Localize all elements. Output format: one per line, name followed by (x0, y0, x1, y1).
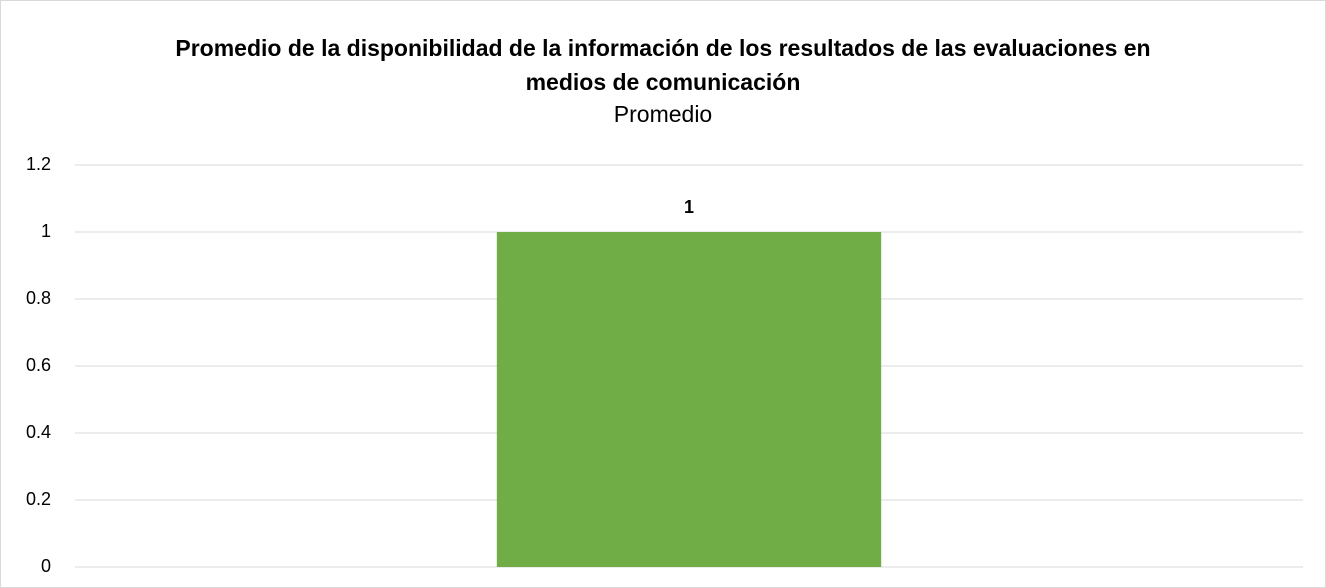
y-tick-label: 0.4 (26, 422, 51, 442)
data-label: 1 (684, 197, 694, 217)
y-tick-label: 0.8 (26, 288, 51, 308)
y-tick-label: 0.6 (26, 355, 51, 375)
chart-title: Promedio de la disponibilidad de la info… (175, 35, 1151, 95)
y-tick-label: 1.2 (26, 154, 51, 174)
chart-subtitle: Promedio (613, 101, 713, 127)
y-tick-label: 1 (41, 221, 51, 241)
y-tick-label: 0 (41, 556, 51, 576)
bar (496, 232, 882, 567)
y-tick-label: 0.2 (26, 489, 51, 509)
